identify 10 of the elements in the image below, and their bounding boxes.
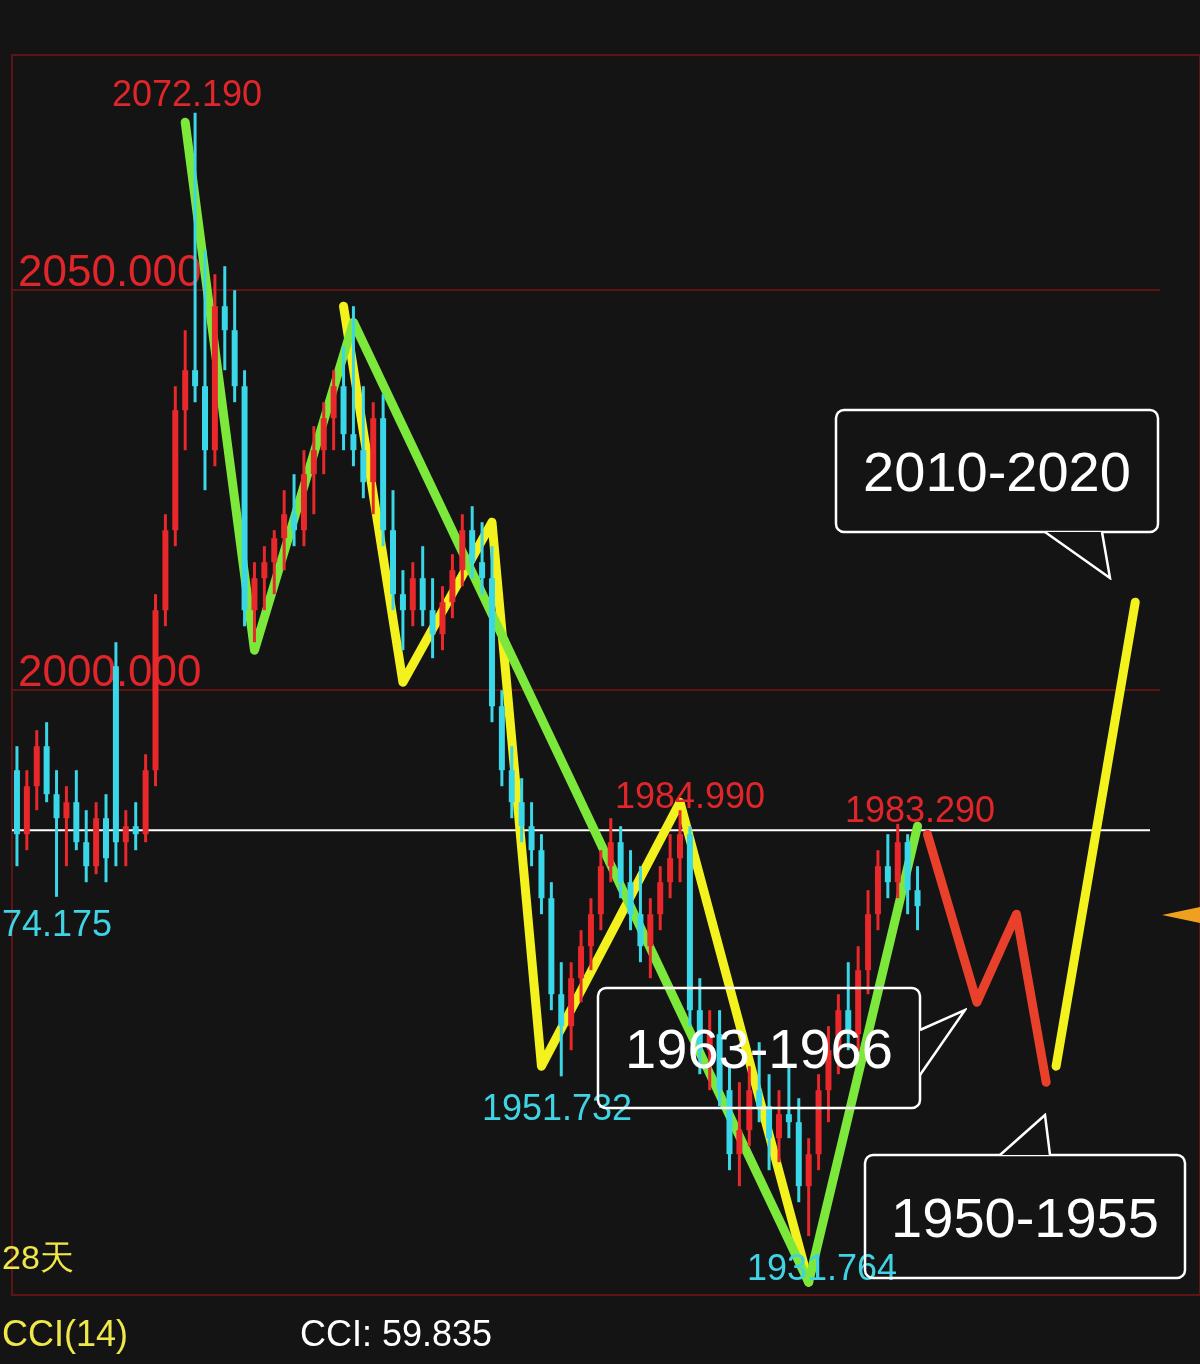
annotation: 2010-2020 <box>863 440 1131 504</box>
annotation: 1983.290 <box>844 789 996 830</box>
text: CCI(14) <box>2 1313 129 1354</box>
annotation: 2072.190 <box>111 73 263 114</box>
annotation: 1984.990 <box>614 775 766 816</box>
annotation: 1951.732 <box>481 1087 633 1128</box>
text: CCI: 59.835 <box>300 1313 493 1354</box>
annotation: 1950-1955 <box>891 1185 1159 1249</box>
annotation: 74.175 <box>2 903 113 944</box>
annotation: 28天 <box>2 1238 74 1276</box>
